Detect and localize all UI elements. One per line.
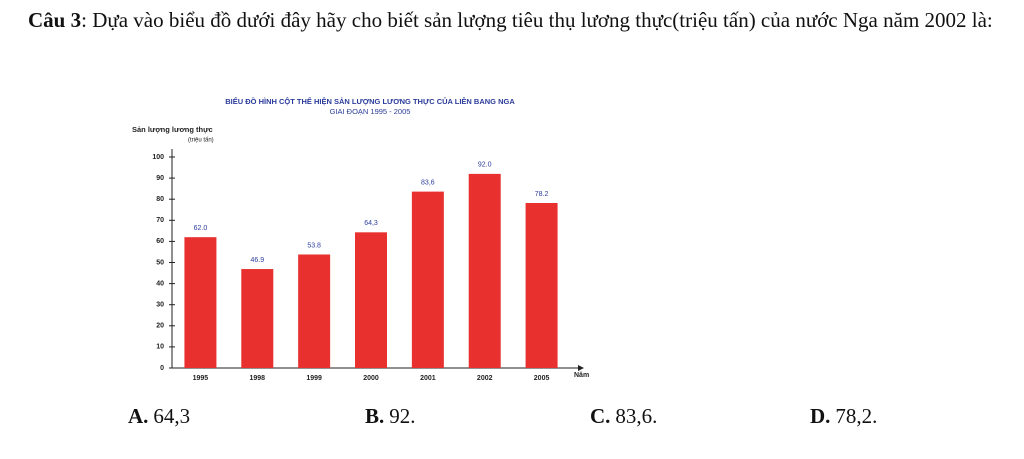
x-axis-label: Năm — [574, 372, 589, 379]
y-tick-label: 60 — [156, 238, 164, 245]
option-text: 78,2. — [835, 404, 878, 428]
bar — [355, 232, 387, 368]
option-letter: C. — [590, 404, 611, 428]
option: A. 64,3 — [128, 404, 190, 429]
chart: BIỂU ĐỒ HÌNH CỘT THỂ HIỆN SẢN LƯỢNG LƯƠN… — [132, 96, 589, 382]
y-tick-label: 30 — [156, 302, 164, 309]
x-tick-label: 2002 — [477, 375, 493, 382]
option: B. 92. — [365, 404, 416, 429]
y-tick-label: 100 — [152, 154, 164, 161]
y-tick-label: 20 — [156, 323, 164, 330]
value-label: 78.2 — [535, 191, 549, 198]
bar — [184, 237, 217, 368]
y-tick-label: 0 — [160, 365, 164, 372]
x-tick-label: 1995 — [193, 375, 209, 382]
y-axis-label: Sản lượng lương thực — [132, 125, 213, 134]
option-letter: D. — [810, 404, 831, 428]
option: D. 78,2. — [810, 404, 877, 429]
bar — [411, 191, 444, 368]
value-label: 92.0 — [478, 162, 492, 169]
y-tick-label: 70 — [156, 217, 164, 224]
bar — [241, 269, 274, 368]
question-text: : Dựa vào biểu đồ dưới đây hãy cho biết … — [81, 8, 993, 32]
question-label: Câu 3 — [28, 8, 82, 32]
chart-subtitle: GIAI ĐOẠN 1995 - 2005 — [330, 107, 411, 116]
y-tick-label: 80 — [156, 196, 164, 203]
y-tick-label: 40 — [156, 280, 164, 287]
value-label: 62.0 — [194, 225, 208, 232]
bar — [468, 173, 501, 368]
option-text: 83,6. — [615, 404, 658, 428]
x-tick-label: 1998 — [249, 375, 265, 382]
option-text: 92. — [389, 404, 416, 428]
option: C. 83,6. — [590, 404, 657, 429]
x-tick-label: 2000 — [363, 375, 379, 382]
option-letter: A. — [128, 404, 149, 428]
value-label: 64,3 — [364, 220, 378, 227]
x-tick-label: 1999 — [306, 375, 322, 382]
bar — [298, 254, 331, 368]
y-axis-unit: (triệu tấn) — [188, 138, 214, 144]
x-tick-label: 2005 — [534, 375, 550, 382]
chart-title: BIỂU ĐỒ HÌNH CỘT THỂ HIỆN SẢN LƯỢNG LƯƠN… — [225, 96, 515, 106]
value-label: 83,6 — [421, 179, 435, 186]
question: Câu 3: Dựa vào biểu đồ dưới đây hãy cho … — [28, 0, 1003, 40]
option-letter: B. — [365, 404, 385, 428]
x-axis-arrow — [578, 365, 584, 371]
bar — [525, 202, 558, 368]
y-tick-label: 50 — [156, 259, 164, 266]
x-tick-label: 2001 — [420, 375, 436, 382]
option-text: 64,3 — [153, 404, 191, 428]
y-tick-label: 90 — [156, 175, 164, 182]
value-label: 53.8 — [307, 242, 321, 249]
value-label: 46.9 — [250, 257, 264, 264]
y-tick-label: 10 — [156, 344, 164, 351]
